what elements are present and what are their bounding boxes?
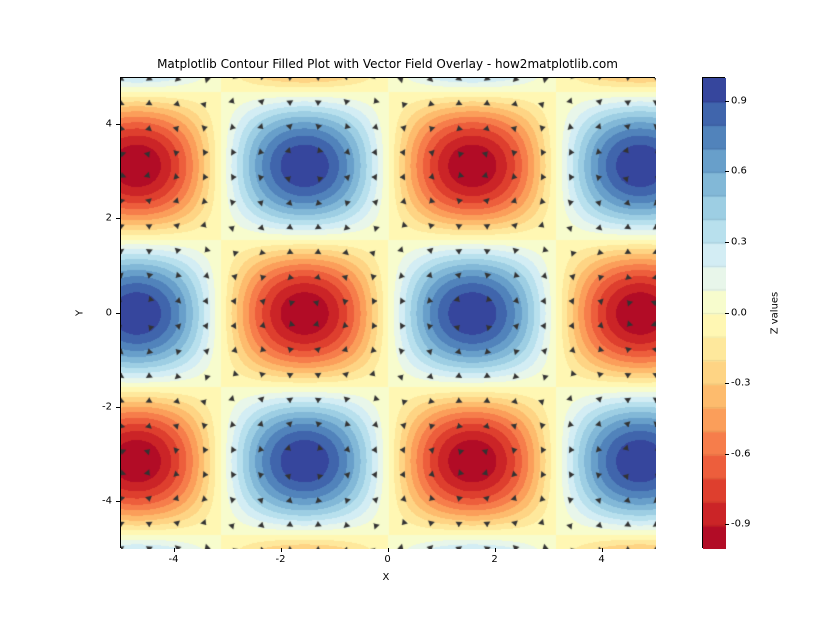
figure: Matplotlib Contour Filled Plot with Vect…	[0, 0, 840, 630]
y-tick-label: 4	[106, 119, 112, 130]
y-tick-label: 0	[106, 307, 112, 318]
colorbar-tick-mark	[725, 313, 729, 314]
y-axis-label: Y	[75, 309, 86, 315]
colorbar-tick-mark	[725, 524, 729, 525]
x-tick-label: -2	[276, 554, 286, 565]
colorbar-tick-mark	[725, 242, 729, 243]
colorbar-tick-label: 0.3	[731, 236, 747, 247]
contour-quiver-canvas	[121, 78, 656, 549]
colorbar-tick-mark	[725, 171, 729, 172]
colorbar-tick-mark	[725, 101, 729, 102]
y-tick-mark	[116, 124, 120, 125]
y-tick-mark	[116, 313, 120, 314]
colorbar-tick-label: 0.6	[731, 166, 747, 177]
x-tick-mark	[174, 548, 175, 552]
x-tick-mark	[388, 548, 389, 552]
colorbar-canvas	[703, 78, 726, 549]
colorbar-tick-mark	[725, 454, 729, 455]
y-tick-label: -2	[102, 401, 112, 412]
x-tick-mark	[495, 548, 496, 552]
colorbar-tick-label: -0.3	[731, 378, 751, 389]
y-tick-label: 2	[106, 213, 112, 224]
plot-area	[120, 77, 655, 548]
y-tick-mark	[116, 501, 120, 502]
colorbar-tick-label: 0.0	[731, 307, 747, 318]
y-tick-label: -4	[102, 495, 112, 506]
plot-title: Matplotlib Contour Filled Plot with Vect…	[120, 57, 655, 71]
y-tick-mark	[116, 218, 120, 219]
x-tick-mark	[281, 548, 282, 552]
colorbar-label: Z values	[770, 291, 781, 334]
y-tick-mark	[116, 407, 120, 408]
colorbar-tick-label: -0.9	[731, 519, 751, 530]
colorbar	[702, 77, 725, 548]
x-tick-mark	[602, 548, 603, 552]
colorbar-tick-mark	[725, 383, 729, 384]
colorbar-tick-label: -0.6	[731, 448, 751, 459]
x-tick-label: 0	[384, 554, 390, 565]
x-axis-label: X	[383, 572, 390, 583]
x-tick-label: 4	[598, 554, 604, 565]
x-tick-label: -4	[169, 554, 179, 565]
x-tick-label: 2	[491, 554, 497, 565]
colorbar-tick-label: 0.9	[731, 95, 747, 106]
